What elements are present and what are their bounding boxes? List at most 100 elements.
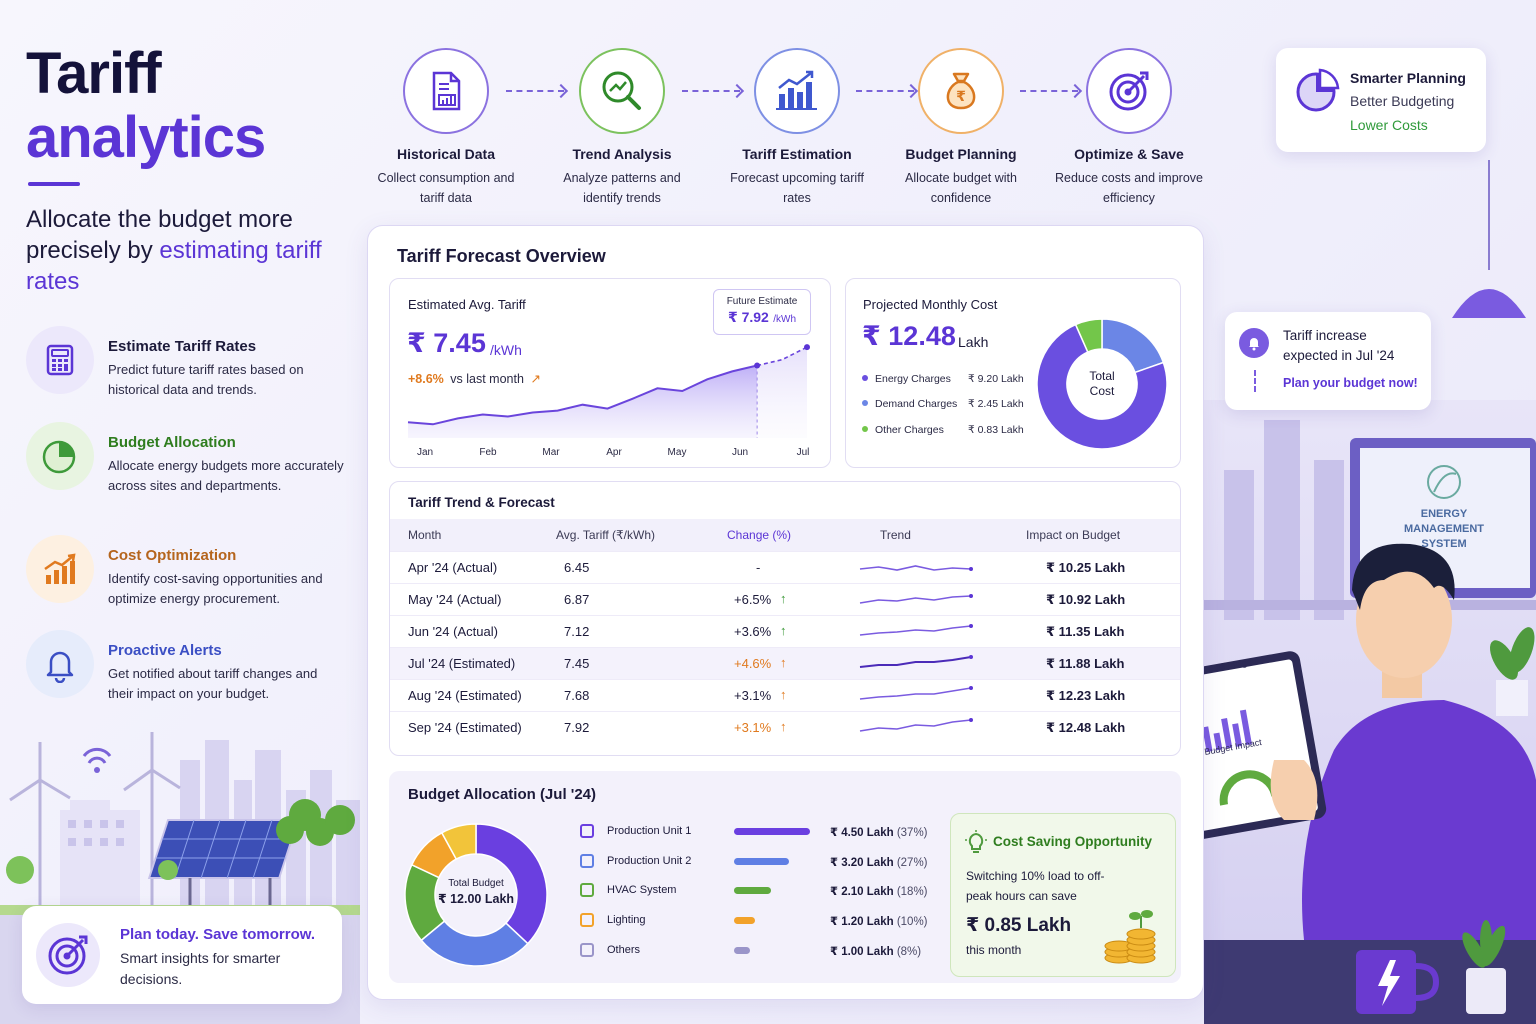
legend-dot (862, 426, 868, 432)
arrow-up-icon: ↑ (780, 623, 787, 638)
target-icon (1086, 48, 1172, 134)
avg-tariff-label: Estimated Avg. Tariff (408, 297, 526, 312)
saving-value: ₹ 0.85 Lakh (966, 915, 1072, 936)
plan-desc: Smart insights for smarter decisions. (120, 950, 281, 987)
table-row[interactable] (390, 583, 1180, 615)
cell-change: +3.1% (734, 688, 772, 703)
step-budget-planning: ₹ Budget Planning Allocate budget with c… (881, 48, 1041, 208)
hero-title-line2: analytics (26, 105, 266, 170)
building-icon (580, 853, 594, 868)
header-change: Change (%) (727, 528, 792, 542)
x-tick-label: Mar (542, 447, 560, 458)
table-row[interactable] (390, 551, 1180, 583)
table-row[interactable] (390, 647, 1180, 679)
legend-other: Other Charges (862, 424, 944, 436)
series-line (407, 364, 758, 426)
budget-donut-value: ₹ 12.00 Lakh (437, 892, 515, 906)
table-header-row (390, 519, 1180, 551)
legend-demand: Demand Charges (862, 398, 957, 410)
future-unit: /kWh (773, 314, 797, 325)
monitor-label: ENERGY MANAGEMENT SYSTEM (1392, 507, 1496, 552)
avg-tariff-value: ₹ 7.45 (407, 328, 486, 358)
forecast-line (756, 346, 808, 367)
cost-donut-chart (1036, 318, 1168, 450)
cell-change: +3.1% (734, 720, 772, 735)
change-value: +8.6% (408, 372, 444, 386)
table-title: Tariff Trend & Forecast (408, 495, 555, 510)
legend-other-value: ₹ 0.83 Lakh (968, 424, 1024, 436)
cell-impact: ₹ 12.23 Lakh (1046, 688, 1126, 703)
smarter-planning-card: Smarter Planning Better Budgeting Lower … (1276, 48, 1486, 152)
donut-slice (440, 823, 477, 861)
legend-dot (862, 375, 868, 381)
budget-item-bar (734, 887, 771, 895)
feature-title: Estimate Tariff Rates (108, 338, 257, 355)
step-optimize: Optimize & Save Reduce costs and improve… (1049, 48, 1209, 208)
budget-value-text: ₹ 3.20 Lakh (830, 856, 894, 869)
smart-line1: Smarter Planning (1350, 70, 1466, 86)
x-tick-label: May (668, 447, 687, 458)
saving-desc: Switching 10% load to off-peak hours can… (966, 869, 1105, 903)
arrow-up-icon: ↗ (530, 372, 541, 386)
feature-title: Budget Allocation (108, 434, 236, 451)
alert-cta-link[interactable]: Plan your budget now! (1283, 376, 1418, 390)
budget-donut-center: Total Budget ₹ 12.00 Lakh (436, 878, 516, 906)
table-row[interactable] (390, 711, 1180, 743)
tariff-alert-card[interactable]: Tariff increase expected in Jul '24 Plan… (1225, 312, 1431, 410)
table-row[interactable] (390, 679, 1180, 711)
legend-energy-value: ₹ 9.20 Lakh (968, 373, 1024, 385)
x-tick-label: Jan (417, 447, 433, 458)
budget-item-label: Others (607, 943, 641, 956)
x-tick-label: Jun (732, 447, 748, 458)
budget-item-value: ₹ 3.20 Lakh (27%) (830, 855, 928, 869)
cell-month: Jul '24 (Estimated) (408, 656, 516, 671)
building-icon (580, 824, 594, 838)
cell-month: Sep '24 (Estimated) (408, 720, 522, 735)
table-row[interactable] (390, 615, 1180, 647)
bar-growth-icon (26, 535, 94, 603)
feature-title: Cost Optimization (108, 547, 237, 564)
x-tick-label: Feb (479, 447, 497, 458)
monthly-cost-value: ₹ 12.48 (862, 321, 956, 351)
future-value: ₹ 7.92 (727, 309, 769, 325)
pie-chart-icon (1296, 68, 1340, 112)
step-tariff-estimation: Tariff Estimation Forecast upcoming tari… (717, 48, 877, 208)
arrow-1 (506, 90, 564, 92)
x-tick-label: Apr (606, 447, 622, 458)
target-icon (36, 923, 100, 987)
cell-tariff: 7.12 (564, 624, 590, 639)
header-impact: Impact on Budget (1026, 528, 1121, 542)
budget-pct-text: (18%) (896, 886, 928, 899)
step-desc: Forecast upcoming tariff rates (730, 171, 864, 205)
lightbulb-icon (580, 913, 594, 928)
cell-change: +4.6% (734, 656, 772, 671)
bell-icon (1239, 328, 1269, 358)
plan-title: Plan today. Save tomorrow. (120, 926, 316, 943)
pie-chart-icon (26, 422, 94, 490)
area-fill (408, 365, 758, 438)
step-title: Optimize & Save (1074, 146, 1184, 162)
alert-line2: expected in Jul '24 (1283, 348, 1395, 363)
cell-tariff: 6.45 (564, 560, 590, 575)
feature-estimate: Estimate Tariff Rates Predict future tar… (26, 326, 346, 406)
header-month: Month (408, 528, 442, 542)
cell-change: +3.6% (734, 624, 772, 639)
cell-tariff: 7.45 (564, 656, 590, 671)
arrow-2 (682, 90, 740, 92)
budget-value-text: ₹ 2.10 Lakh (830, 886, 894, 899)
data-point (754, 362, 761, 369)
budget-item-value: ₹ 4.50 Lakh (37%) (830, 825, 928, 839)
budget-item-bar (734, 857, 789, 865)
budget-item-label: HVAC System (607, 884, 677, 897)
magnifier-trend-icon (579, 48, 665, 134)
future-label: Future Estimate (726, 296, 798, 307)
legend-label: Demand Charges (875, 398, 958, 410)
legend-label: Other Charges (875, 424, 944, 436)
future-estimate-callout: Future Estimate ₹ 7.92 /kWh (713, 289, 811, 335)
budget-item-value: ₹ 1.20 Lakh (10%) (830, 914, 928, 928)
cell-impact: ₹ 11.35 Lakh (1046, 624, 1125, 639)
budget-item-bar (734, 828, 810, 835)
legend-demand-value: ₹ 2.45 Lakh (968, 398, 1024, 410)
budget-item-value: ₹ 1.00 Lakh (8%) (830, 944, 921, 958)
bar-chart-icon (754, 48, 840, 134)
